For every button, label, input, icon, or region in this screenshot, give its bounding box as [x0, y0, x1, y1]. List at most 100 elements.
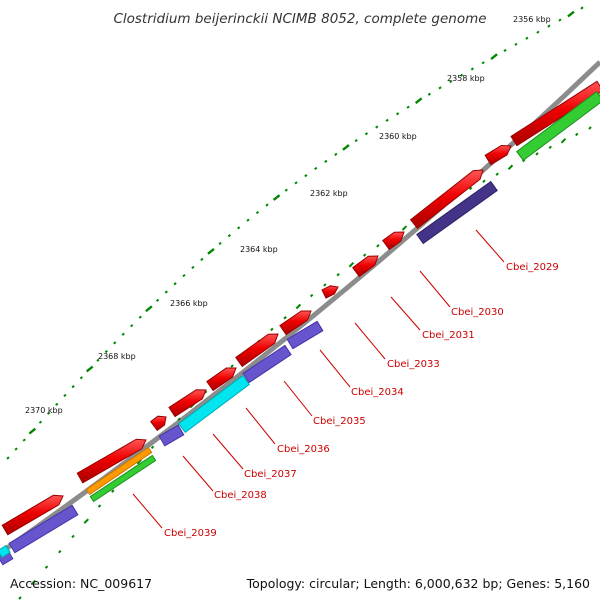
gene-label-cbei-2033: Cbei_2033 — [387, 359, 440, 370]
inner-ticks — [18, 126, 592, 600]
scale-tick — [503, 48, 507, 53]
scale-tick — [490, 53, 498, 60]
map-title: Clostridium beijerinckii NCIMB 8052, com… — [113, 11, 486, 27]
label-leader-line — [354, 322, 386, 360]
scale-tick — [218, 241, 222, 246]
label-leader-line — [475, 229, 505, 263]
scale-tick — [96, 358, 100, 362]
scale-tick — [406, 105, 410, 109]
scale-tick — [207, 248, 215, 255]
inner-tick — [83, 518, 89, 524]
scale-label: 2362 kbp — [310, 189, 348, 198]
gene-red — [76, 438, 147, 484]
scale-tick — [567, 10, 575, 18]
gene-red — [206, 367, 237, 392]
scale-tick — [265, 203, 269, 207]
scale-label: 2364 kbp — [240, 245, 278, 254]
inner-tick — [535, 152, 539, 156]
scale-tick — [55, 402, 59, 406]
scale-label: 2370 kbp — [25, 406, 63, 415]
inner-tick — [283, 316, 287, 320]
gene-label-cbei-2037: Cbei_2037 — [244, 469, 297, 480]
scale-tick — [514, 42, 518, 46]
scale-tick — [138, 315, 142, 319]
scale-tick — [304, 174, 308, 178]
scale-tick — [38, 420, 43, 424]
scale-tick — [6, 456, 10, 460]
scale-tick — [558, 18, 562, 22]
gene-orange — [85, 446, 153, 496]
scale-tick — [85, 365, 94, 373]
inner-tick — [575, 132, 579, 137]
gene-label-cbei-2029: Cbei_2029 — [506, 262, 559, 273]
gene-cyan — [177, 374, 251, 434]
gene-label-cbei-2030: Cbei_2030 — [451, 307, 504, 318]
scale-label: 2358 kbp — [447, 74, 485, 83]
scale-tick — [324, 159, 328, 163]
scale-tick — [414, 97, 423, 105]
inner-tick — [560, 138, 567, 144]
inner-tick — [495, 172, 499, 176]
inner-tick — [507, 164, 514, 170]
scale-label: 2368 kbp — [98, 352, 136, 361]
scale-tick — [200, 257, 204, 261]
gene-red — [321, 285, 339, 299]
scale-tick — [145, 305, 153, 313]
inner-tick — [111, 489, 115, 493]
label-leader-line — [212, 433, 244, 470]
gene-red — [409, 169, 484, 230]
gene-red — [279, 310, 312, 336]
gene-red — [484, 144, 512, 166]
inner-tick — [401, 225, 408, 231]
scale-tick — [364, 132, 369, 136]
label-leader-line — [390, 296, 421, 331]
gene-dark-blue — [416, 180, 498, 245]
scale-tick — [314, 166, 318, 171]
inner-tick — [150, 445, 155, 450]
genome-summary-text: Topology: circular; Length: 6,000,632 bp… — [246, 576, 590, 591]
gene-red — [235, 333, 279, 368]
feature-track — [0, 80, 600, 566]
scale-tick — [525, 36, 529, 40]
scale-tick — [481, 61, 485, 65]
scale-tick — [459, 73, 464, 77]
inner-tick — [71, 534, 75, 539]
label-leader-line — [132, 493, 163, 529]
inner-tick — [482, 179, 486, 183]
gene-blue — [286, 320, 324, 350]
scale-tick — [46, 411, 51, 415]
scale-tick — [342, 144, 350, 151]
inner-tick — [323, 283, 327, 287]
scale-labels: 2356 kbp 2358 kbp 2360 kbp 2362 kbp 2364 kbp… — [25, 15, 551, 415]
gene-red — [352, 255, 379, 278]
scale-tick — [22, 438, 26, 442]
scale-tick — [182, 273, 186, 278]
gene-label-cbei-2039: Cbei_2039 — [164, 528, 217, 539]
inner-tick — [376, 244, 380, 248]
scale-label: 2366 kbp — [170, 299, 208, 308]
label-leader-line — [319, 349, 351, 388]
scale-tick — [237, 226, 241, 230]
scale-tick — [294, 181, 298, 185]
gene-label-cbei-2034: Cbei_2034 — [351, 387, 404, 398]
scale-tick — [130, 324, 134, 328]
inner-tick — [295, 303, 302, 310]
inner-tick — [468, 186, 473, 191]
scale-tick — [334, 152, 338, 156]
scale-label: 2360 kbp — [379, 132, 417, 141]
inner-tick — [97, 504, 102, 508]
gene-label-cbei-2036: Cbei_2036 — [277, 444, 330, 455]
scale-tick — [284, 188, 288, 192]
label-leader-line — [182, 455, 214, 492]
scale-tick — [427, 92, 431, 96]
scale-tick — [438, 86, 442, 90]
scale-ticks — [6, 6, 584, 460]
gene-label-cbei-2038: Cbei_2038 — [214, 490, 267, 501]
inner-tick — [58, 550, 62, 554]
gene-red — [168, 389, 207, 418]
scale-tick — [375, 125, 379, 129]
gene-green — [516, 90, 600, 162]
scale-tick — [164, 290, 168, 294]
scale-tick — [255, 210, 260, 215]
